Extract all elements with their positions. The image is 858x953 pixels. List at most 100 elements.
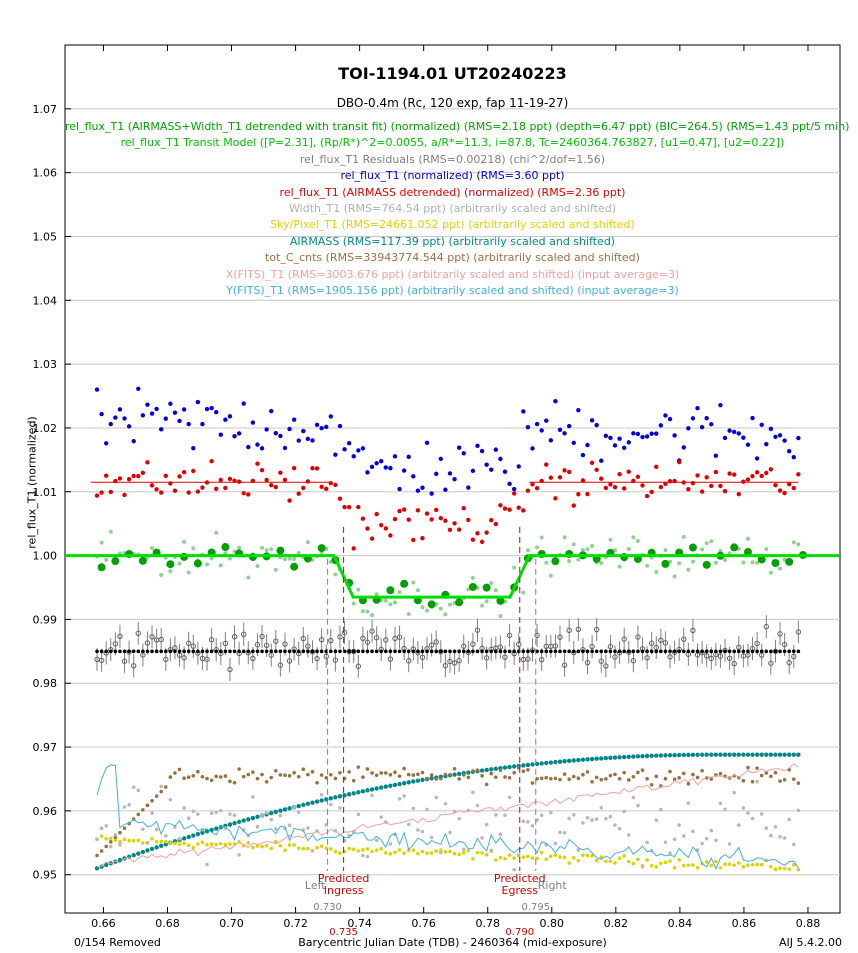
airmass-point	[489, 767, 494, 772]
residual-point	[717, 653, 724, 659]
counts-point	[622, 770, 626, 775]
sky-point	[746, 863, 750, 867]
residual-zero-point	[223, 649, 228, 654]
residual-zero-point	[746, 649, 750, 654]
width-point	[581, 821, 585, 825]
width-point	[718, 801, 723, 806]
counts-point	[613, 772, 617, 777]
raw-flux-point	[305, 436, 311, 442]
airmass-point	[571, 758, 576, 763]
sky-point	[466, 848, 471, 853]
sky-point	[691, 863, 695, 867]
airmass-point	[406, 780, 411, 785]
residual-zero-point	[287, 649, 292, 654]
chart-subtitle: DBO-0.4m (Rc, 120 exp, fap 11-19-27)	[336, 96, 569, 110]
airmass-point	[158, 843, 164, 849]
counts-point	[668, 769, 672, 774]
raw-flux-point	[145, 402, 150, 407]
counts-point	[269, 775, 274, 780]
raw-flux-point	[273, 430, 278, 436]
detrended-flux-point	[438, 515, 444, 521]
detrended-flux-point	[163, 473, 168, 479]
airmass-point	[305, 801, 311, 806]
width-point	[182, 806, 186, 810]
detrended-flux-point	[722, 488, 728, 494]
airmass-point	[507, 764, 512, 770]
raw-flux-point	[599, 458, 604, 463]
raw-flux-point	[397, 486, 402, 492]
y-tick-label: 1.02	[33, 422, 58, 435]
residual-zero-point	[379, 649, 384, 654]
raw-flux-point	[379, 459, 384, 464]
counts-point	[411, 773, 416, 777]
residual-zero-point	[594, 649, 599, 654]
airmass-point	[764, 752, 769, 757]
sky-point	[200, 840, 205, 844]
width-point	[287, 823, 292, 828]
residual-point	[726, 655, 733, 661]
detrended-flux-point	[328, 480, 334, 486]
residual-zero-point	[374, 649, 379, 654]
residual-zero-point	[599, 649, 604, 654]
raw-flux-point	[773, 434, 778, 440]
raw-flux-point	[255, 442, 260, 447]
detrended-flux-point	[663, 481, 668, 487]
fit-flux-point	[521, 590, 526, 595]
raw-flux-point	[406, 454, 411, 460]
fit-flux-point	[425, 608, 430, 613]
raw-flux-point	[722, 435, 728, 441]
width-point	[516, 853, 521, 857]
fit-flux-point	[246, 575, 251, 580]
sky-point	[755, 862, 759, 867]
counts-point	[163, 785, 168, 789]
counts-point	[104, 844, 108, 849]
width-point	[237, 853, 241, 857]
width-point	[365, 854, 370, 859]
airmass-point	[658, 753, 664, 758]
residual-point	[181, 655, 187, 661]
sky-point	[599, 855, 604, 859]
residual-point	[781, 641, 788, 648]
sky-point	[434, 849, 439, 853]
fit-flux-point	[635, 538, 640, 543]
legend-entry: rel_flux_T1 Residuals (RMS=0.00218) (chi…	[299, 152, 606, 166]
raw-flux-point	[580, 452, 586, 458]
residual-zero-point	[429, 649, 434, 654]
legend-entry: rel_flux_T1 Transit Model ([P=2.31], (Rp…	[120, 136, 785, 150]
airmass-point	[663, 753, 668, 758]
width-point	[141, 827, 145, 832]
fit-flux-point	[420, 605, 425, 610]
counts-point	[356, 765, 361, 769]
airmass-point	[786, 752, 792, 757]
airmass-point	[667, 753, 673, 758]
sky-point	[480, 851, 484, 855]
fit-flux-point	[415, 588, 420, 593]
width-point	[370, 793, 374, 798]
fit-flux-point	[750, 560, 755, 565]
residual-point	[461, 643, 467, 649]
airmass-point	[388, 783, 393, 788]
counts-point	[95, 853, 99, 858]
fit-flux-point	[470, 575, 475, 580]
fit-flux-point	[562, 535, 567, 540]
residual-zero-point	[759, 649, 764, 654]
width-point	[613, 823, 617, 827]
raw-flux-point	[383, 465, 389, 470]
airmass-point	[599, 756, 604, 761]
counts-point	[232, 780, 237, 785]
residual-zero-point	[292, 649, 296, 654]
airmass-point	[241, 818, 246, 823]
residual-point	[121, 658, 128, 664]
residual-zero-point	[388, 649, 393, 654]
residual-point	[648, 640, 655, 646]
counts-point	[530, 781, 535, 785]
airmass-point	[773, 752, 778, 757]
binned-flux-point	[111, 557, 120, 566]
sky-point	[526, 854, 530, 859]
raw-flux-point	[346, 441, 352, 446]
width-point	[746, 811, 750, 815]
fit-flux-point	[723, 558, 728, 563]
detrended-flux-point	[443, 518, 448, 523]
detrended-flux-point	[635, 474, 641, 480]
airmass-point	[415, 778, 421, 783]
